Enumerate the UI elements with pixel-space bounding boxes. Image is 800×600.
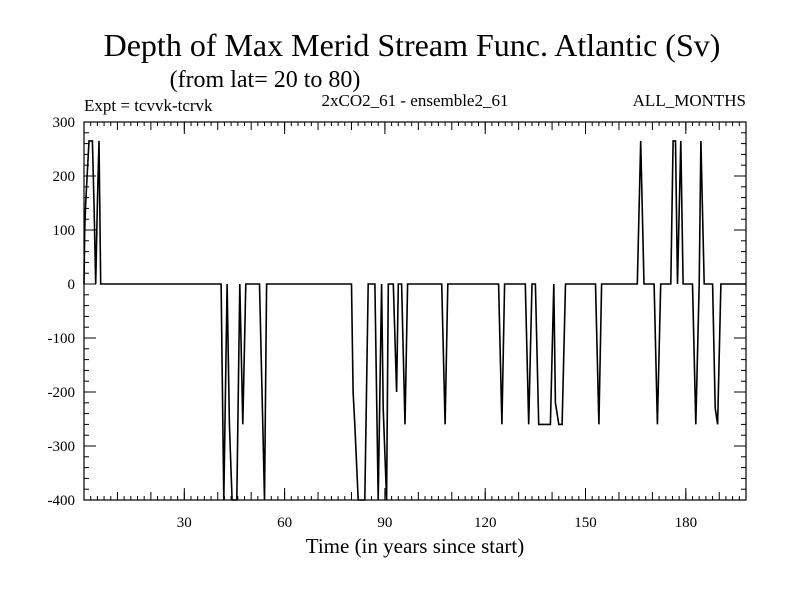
axis-ticks	[84, 122, 746, 500]
months-label: ALL_MONTHS	[633, 91, 746, 110]
y-tick-label: -200	[48, 385, 76, 401]
y-tick-label: 100	[53, 223, 76, 239]
x-tick-label: 30	[177, 515, 192, 531]
series-line	[83, 140, 746, 501]
x-tick-label: 120	[474, 515, 497, 531]
plot-frame	[83, 121, 747, 501]
y-tick-label: -300	[48, 439, 76, 455]
x-tick-label: 90	[377, 515, 392, 531]
x-tick-label: 60	[277, 515, 292, 531]
chart-subtitle: (from lat= 20 to 80)	[170, 67, 361, 93]
x-tick-label: 180	[675, 515, 698, 531]
chart-title: Depth of Max Merid Stream Func. Atlantic…	[104, 27, 721, 63]
y-tick-label: -400	[48, 493, 76, 509]
y-tick-label: 0	[68, 277, 76, 293]
axis-tick-labels: 30 60 90 120 150 180 300 200 100 0 -100 -200 -300 -40…	[48, 115, 698, 531]
x-tick-label: 150	[574, 515, 597, 531]
run-label: 2xCO2_61 - ensemble2_61	[322, 91, 509, 110]
y-tick-label: 300	[53, 115, 76, 131]
y-tick-label: -100	[48, 331, 76, 347]
x-axis-label: Time (in years since start)	[306, 534, 525, 558]
expt-label: Expt = tcvvk-tcrvk	[84, 96, 213, 115]
y-tick-label: 200	[53, 169, 76, 185]
